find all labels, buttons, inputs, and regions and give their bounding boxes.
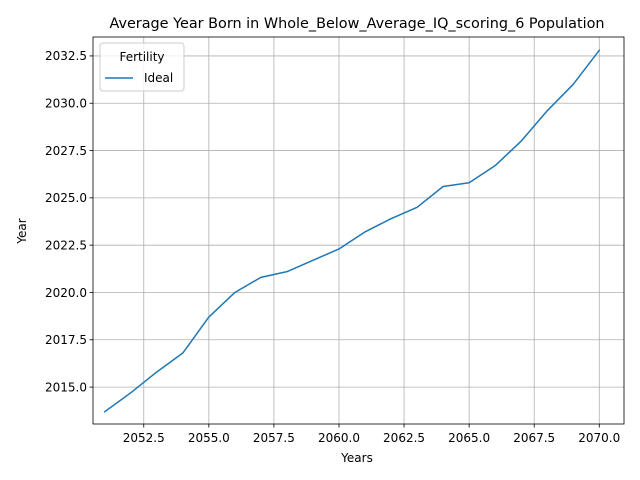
legend-label-ideal: Ideal (144, 71, 173, 85)
y-axis: 2015.0 2017.5 2020.0 2022.5 2025.0 2027.5 2030… (45, 49, 93, 394)
y-tick-label: 2030.0 (45, 97, 87, 111)
plot-area (92, 36, 625, 425)
x-tick-label: 2060.0 (318, 431, 360, 445)
series-line-ideal (103, 49, 601, 413)
y-tick-label: 2025.0 (45, 191, 87, 205)
x-tick-label: 2055.0 (188, 431, 230, 445)
legend-box (99, 42, 185, 92)
x-tick-label: 2067.5 (513, 431, 555, 445)
x-tick-label: 2070.0 (578, 431, 620, 445)
x-axis: 2052.5 2055.0 2057.5 2060.0 2062.5 2065.0 2067… (123, 424, 620, 445)
chart-title: Average Year Born in Whole_Below_Average… (109, 16, 604, 32)
y-axis-label: Year (15, 218, 29, 244)
x-tick-label: 2065.0 (448, 431, 490, 445)
y-tick-label: 2015.0 (45, 380, 87, 394)
y-tick-label: 2032.5 (45, 49, 87, 63)
x-axis-label: Years (340, 451, 373, 465)
x-tick-label: 2057.5 (253, 431, 295, 445)
legend: Fertility Ideal (99, 42, 185, 92)
y-tick-label: 2027.5 (45, 144, 87, 158)
y-tick-label: 2022.5 (45, 238, 87, 252)
y-tick-label: 2017.5 (45, 333, 87, 347)
x-tick-label: 2062.5 (383, 431, 425, 445)
grid (93, 37, 624, 424)
legend-title: Fertility (119, 50, 164, 64)
x-tick-label: 2052.5 (123, 431, 165, 445)
y-tick-label: 2020.0 (45, 286, 87, 300)
series-group (103, 49, 601, 413)
